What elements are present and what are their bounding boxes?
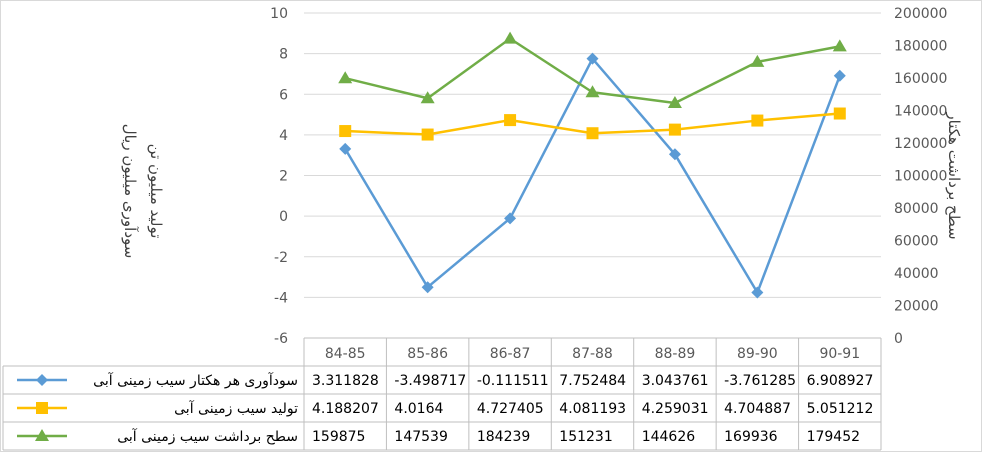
- right-axis-ticks: 2000001800001600001400001200001000008000…: [894, 6, 947, 347]
- data-point: [833, 107, 846, 120]
- data-point: [420, 91, 435, 104]
- data-point: [421, 281, 434, 294]
- category-label: 89-90: [737, 346, 778, 362]
- legend-key-marker: [36, 402, 48, 414]
- series-3: [338, 31, 847, 108]
- right-axis-title: سطح برداشت هکتار: [945, 111, 963, 239]
- category-label: 84-85: [325, 346, 366, 362]
- right-tick-label: 60000: [894, 234, 939, 250]
- left-axis-title: سودآوری میلیون ریال تولید میلیون تن: [121, 124, 165, 259]
- table-cell: 4.0164: [394, 401, 443, 417]
- left-tick-label: 2: [279, 169, 288, 185]
- table-cell: 7.752484: [559, 373, 626, 389]
- left-tick-label: -4: [274, 290, 288, 306]
- data-point: [338, 71, 353, 84]
- data-point: [339, 125, 352, 138]
- data-table: 84-85 85-86 86-87 87-88 88-89 89-90 90-91 سودآو…: [2, 337, 882, 451]
- left-tick-label: 8: [279, 47, 288, 63]
- table-cell: 4.081193: [559, 401, 626, 417]
- series-1: [339, 52, 846, 299]
- data-point: [668, 123, 681, 136]
- right-tick-label: 20000: [894, 299, 939, 315]
- table-cell: 169936: [724, 429, 778, 445]
- table-cell: 3.311828: [312, 373, 379, 389]
- data-point: [832, 39, 847, 52]
- category-label: 85-86: [407, 346, 448, 362]
- legend-key-marker: [36, 374, 48, 386]
- data-point: [339, 142, 352, 155]
- table-cell: 5.051212: [807, 401, 874, 417]
- left-tick-label: 10: [270, 6, 288, 22]
- left-tick-label: -6: [274, 331, 288, 347]
- left-axis-ticks: 10 8 6 4 2 0 -2 -4 -6: [270, 6, 288, 347]
- data-point: [750, 54, 765, 67]
- data-point: [751, 114, 764, 127]
- legend-label: سودآوری هر هکتار سیب زمینی آبی: [93, 372, 298, 389]
- data-point: [586, 52, 599, 65]
- table-cell: 179452: [807, 429, 860, 445]
- table-cell: 6.908927: [807, 373, 874, 389]
- right-tick-label: 120000: [894, 136, 947, 152]
- data-point: [585, 85, 600, 98]
- data-point: [504, 114, 517, 127]
- right-tick-label: 0: [894, 331, 903, 347]
- category-label: 90-91: [819, 346, 860, 362]
- left-tick-label: -2: [274, 250, 288, 266]
- right-tick-label: 40000: [894, 266, 939, 282]
- table-cell: 151231: [559, 429, 612, 445]
- legend-label: سطح برداشت سیب زمینی آبی: [117, 428, 298, 445]
- series-2: [339, 107, 846, 141]
- table-cell: 159875: [312, 429, 365, 445]
- data-point: [586, 127, 599, 140]
- data-point: [667, 95, 682, 108]
- category-label: 88-89: [655, 346, 696, 362]
- table-cell: 184239: [477, 429, 530, 445]
- data-point: [503, 31, 518, 44]
- right-tick-label: 180000: [894, 39, 947, 55]
- right-tick-label: 100000: [894, 169, 947, 185]
- data-point: [833, 69, 846, 82]
- table-cell: 4.727405: [477, 401, 544, 417]
- right-tick-label: 140000: [894, 104, 947, 120]
- legend-key-marker: [35, 429, 49, 441]
- data-point: [504, 212, 517, 225]
- category-label: 87-88: [572, 346, 613, 362]
- table-cell: 147539: [394, 429, 447, 445]
- data-point: [421, 128, 434, 141]
- table-cell: 4.704887: [724, 401, 791, 417]
- left-tick-label: 0: [279, 209, 288, 225]
- series-lines: [338, 31, 847, 299]
- table-cell: -3.498717: [394, 373, 466, 389]
- left-tick-label: 4: [279, 128, 288, 144]
- table-cell: -0.111511: [477, 373, 549, 389]
- table-cell: 144626: [642, 429, 696, 445]
- right-tick-label: 80000: [894, 201, 939, 217]
- table-cell: 4.188207: [312, 401, 379, 417]
- table-cell: 3.043761: [642, 373, 709, 389]
- left-axis-title-line-1: سودآوری میلیون ریال: [121, 124, 139, 259]
- data-point: [751, 286, 764, 299]
- table-cell: 4.259031: [642, 401, 709, 417]
- left-tick-label: 6: [279, 87, 288, 103]
- left-axis-title-line-2: تولید میلیون تن: [147, 144, 165, 239]
- table-cell: -3.761285: [724, 373, 796, 389]
- right-tick-label: 200000: [894, 6, 947, 22]
- legend-label: تولید سیب زمینی آبی: [174, 400, 298, 417]
- category-label: 86-87: [490, 346, 531, 362]
- right-tick-label: 160000: [894, 71, 947, 87]
- data-point: [668, 148, 681, 161]
